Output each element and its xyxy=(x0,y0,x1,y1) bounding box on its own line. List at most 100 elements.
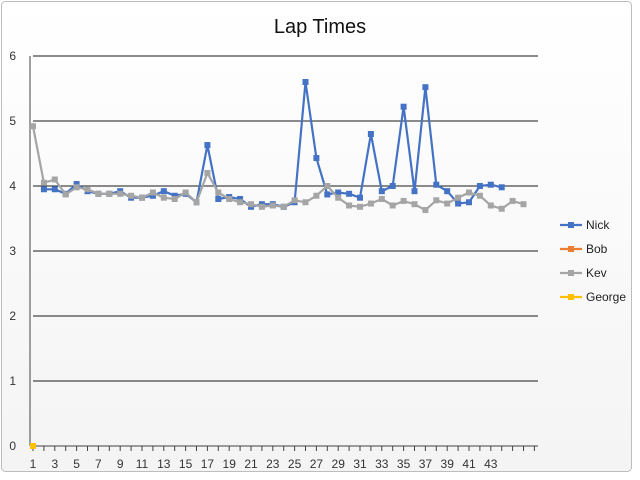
data-point-kev xyxy=(30,123,36,130)
data-point-nick xyxy=(51,186,58,193)
data-point-nick xyxy=(357,194,363,201)
y-tick-label: 5 xyxy=(9,114,16,128)
x-tick-label: 17 xyxy=(201,457,215,471)
legend-label-nick: Nick xyxy=(586,218,610,232)
data-point-nick xyxy=(411,188,418,195)
data-point-kev xyxy=(400,197,407,204)
data-point-kev xyxy=(324,183,331,189)
data-point-kev xyxy=(389,202,396,209)
data-point-kev xyxy=(95,190,102,197)
legend-item-george: George xyxy=(560,290,626,304)
x-tick-label: 13 xyxy=(157,457,171,471)
x-tick-label: 23 xyxy=(266,457,280,471)
data-point-nick xyxy=(149,192,156,199)
x-tick-label: 33 xyxy=(375,457,389,471)
data-point-kev xyxy=(520,201,527,208)
data-point-kev xyxy=(128,192,135,199)
series-group xyxy=(30,79,527,449)
data-point-kev xyxy=(139,194,145,201)
x-tick-label: 9 xyxy=(117,457,124,471)
y-tick-label: 2 xyxy=(9,309,16,323)
x-tick-label: 21 xyxy=(244,457,258,471)
data-point-kev xyxy=(367,200,374,207)
data-point-kev xyxy=(280,203,287,210)
data-point-nick xyxy=(378,188,385,195)
chart-title: Lap Times xyxy=(274,16,366,38)
legend-item-kev: Kev xyxy=(560,266,607,280)
data-point-nick xyxy=(498,184,505,191)
grid-lines xyxy=(33,55,538,382)
x-tick-label: 29 xyxy=(332,457,346,471)
data-point-nick xyxy=(237,196,244,202)
data-point-kev xyxy=(378,196,385,202)
series-george xyxy=(30,443,36,449)
x-tick-label: 27 xyxy=(310,457,324,471)
legend-swatch-marker xyxy=(568,222,574,228)
legend: Nick Bob Kev George xyxy=(560,218,626,304)
data-point-nick xyxy=(204,142,211,149)
y-tick-label: 0 xyxy=(9,439,16,453)
x-tick-label: 15 xyxy=(179,457,193,471)
y-tick-label: 1 xyxy=(9,374,16,388)
data-point-nick xyxy=(389,183,396,189)
data-point-nick xyxy=(444,188,451,195)
data-point-kev xyxy=(498,205,505,212)
x-tick-label: 11 xyxy=(136,457,149,471)
data-point-kev xyxy=(487,202,494,209)
data-point-kev xyxy=(357,203,363,210)
data-point-kev xyxy=(160,194,167,201)
data-point-kev xyxy=(302,199,309,206)
x-tick-label: 35 xyxy=(397,457,411,471)
data-point-nick xyxy=(422,84,429,91)
data-point-kev xyxy=(182,189,189,196)
data-point-kev xyxy=(258,203,265,210)
data-point-nick xyxy=(171,192,178,199)
data-point-nick xyxy=(400,103,407,110)
data-point-kev xyxy=(476,192,483,199)
data-point-kev xyxy=(193,199,200,206)
y-tick-label: 4 xyxy=(9,179,16,193)
data-point-kev xyxy=(73,184,80,191)
data-point-nick xyxy=(215,196,222,202)
series-kev xyxy=(30,123,527,214)
data-point-nick xyxy=(433,181,440,188)
data-point-kev xyxy=(171,196,178,202)
x-tick-label: 3 xyxy=(51,457,58,471)
x-tick-label: 39 xyxy=(441,457,455,471)
legend-swatch-marker xyxy=(568,246,574,252)
data-point-kev xyxy=(269,202,276,209)
y-tick-label: 3 xyxy=(9,244,16,258)
data-point-kev xyxy=(84,186,91,193)
data-point-kev xyxy=(248,201,254,208)
data-point-kev xyxy=(215,189,222,196)
series-line-kev xyxy=(31,125,524,212)
data-point-kev xyxy=(455,194,462,201)
data-point-kev xyxy=(444,200,451,207)
legend-swatch-marker xyxy=(568,270,574,276)
legend-item-nick: Nick xyxy=(560,218,610,232)
x-tick-label: 31 xyxy=(353,457,367,471)
data-point-nick xyxy=(367,131,374,137)
data-point-nick xyxy=(160,188,167,195)
y-tick-label: 6 xyxy=(9,49,16,63)
data-point-nick xyxy=(335,189,342,196)
data-point-kev xyxy=(117,190,124,197)
x-tick-label: 19 xyxy=(223,457,237,471)
x-tick-label: 37 xyxy=(419,457,433,471)
legend-label-george: George xyxy=(586,290,626,304)
data-point-kev xyxy=(422,207,429,214)
legend-swatch-marker xyxy=(568,294,574,300)
data-point-kev xyxy=(466,189,472,196)
data-point-kev xyxy=(237,199,244,206)
x-tick-label: 5 xyxy=(73,457,80,471)
legend-label-kev: Kev xyxy=(586,266,607,280)
data-point-george xyxy=(30,443,36,449)
data-point-kev xyxy=(149,189,156,196)
legend-label-bob: Bob xyxy=(586,242,608,256)
x-tick-label: 43 xyxy=(484,457,498,471)
data-point-kev xyxy=(346,202,353,209)
data-point-kev xyxy=(62,191,69,198)
